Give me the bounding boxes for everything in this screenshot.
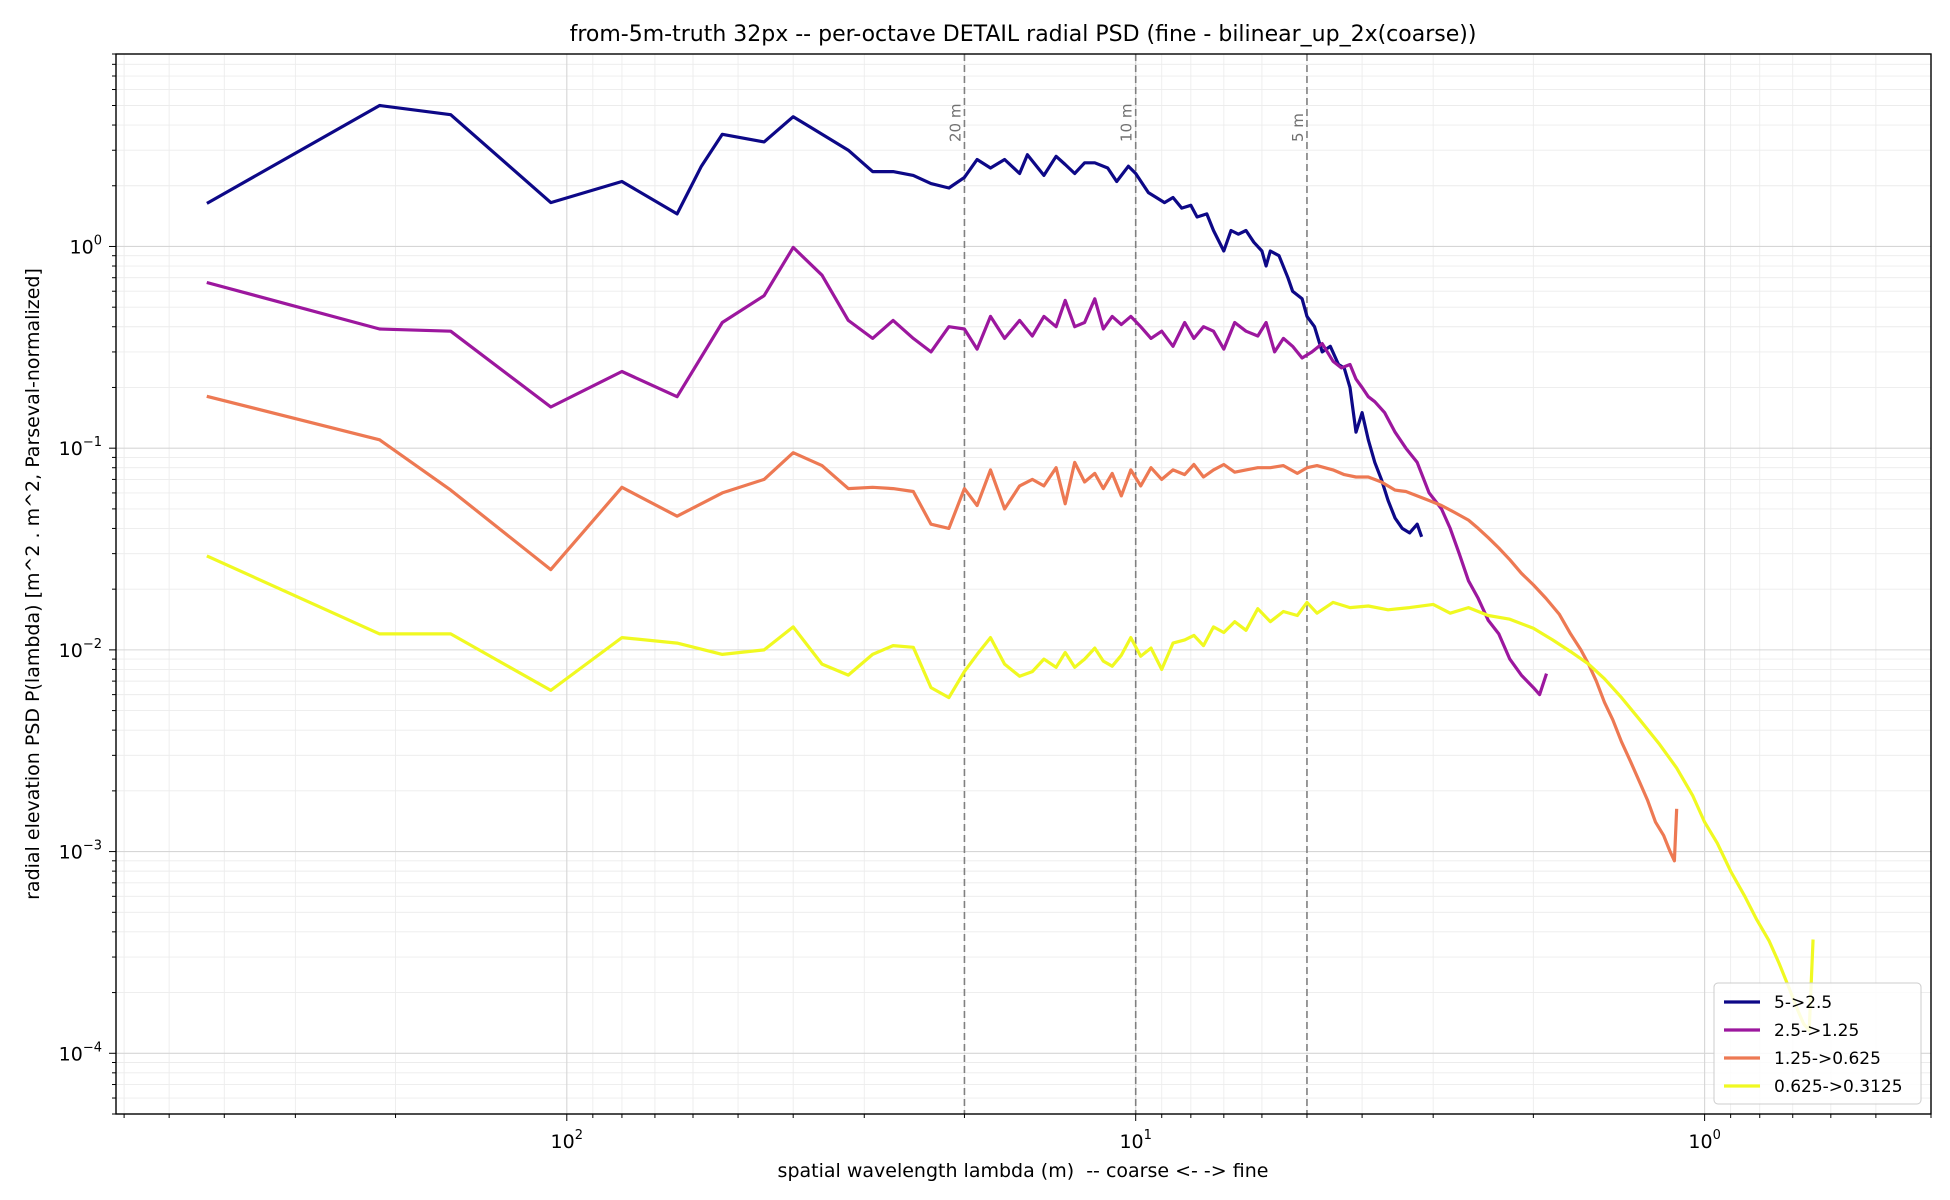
x-tick-base: 10 <box>1119 1131 1143 1153</box>
x-tick-exponent: 0 <box>1713 1128 1721 1143</box>
series-line <box>206 245 1549 697</box>
y-tick-exponent: −4 <box>83 1040 102 1055</box>
reference-line-label: 10 m <box>1118 104 1136 142</box>
legend-label: 1.25->0.625 <box>1774 1049 1881 1069</box>
x-tick-label: 102 <box>551 1128 583 1153</box>
x-axis: 102 101 100 <box>123 1114 1932 1153</box>
series-lines <box>206 103 1815 1032</box>
y-tick-label: 10−1 <box>59 435 102 460</box>
x-tick-base: 10 <box>1688 1131 1712 1153</box>
series-line <box>206 394 1679 863</box>
chart-title: from-5m-truth 32px -- per-octave DETAIL … <box>570 22 1477 47</box>
series-line <box>206 103 1424 538</box>
y-tick-base: 10 <box>59 842 83 864</box>
plot-frame <box>115 53 1932 1115</box>
y-tick-base: 10 <box>59 640 83 662</box>
x-tick-exponent: 1 <box>1144 1128 1152 1143</box>
legend-label: 2.5->1.25 <box>1774 1021 1859 1041</box>
y-tick-exponent: −3 <box>83 839 102 854</box>
reference-lines: 20 m 10 m 5 m <box>946 54 1308 1114</box>
y-tick-base: 10 <box>59 438 83 460</box>
x-axis-label: spatial wavelength lambda (m) -- coarse … <box>778 1160 1269 1182</box>
minor-gridlines <box>116 53 1932 1115</box>
x-tick-exponent: 2 <box>575 1128 583 1143</box>
major-gridlines <box>116 54 1931 1114</box>
legend-label: 5->2.5 <box>1774 993 1832 1013</box>
series-line <box>206 554 1815 1032</box>
reference-line-label: 20 m <box>946 104 964 142</box>
legend: 5->2.5 2.5->1.25 1.25->0.625 0.625->0.3125 <box>1713 982 1922 1105</box>
y-tick-exponent: −2 <box>83 637 102 652</box>
y-tick-label: 10−4 <box>59 1040 102 1065</box>
y-tick-label: 10−2 <box>59 637 102 662</box>
y-tick-base: 10 <box>70 236 94 258</box>
y-axis-label: radial elevation PSD P(lambda) [m^2 . m^… <box>22 268 44 900</box>
y-tick-exponent: 0 <box>94 233 102 248</box>
legend-label: 0.625->0.3125 <box>1774 1077 1903 1097</box>
y-tick-base: 10 <box>59 1043 83 1065</box>
x-tick-label: 100 <box>1688 1128 1720 1153</box>
x-tick-label: 101 <box>1119 1128 1151 1153</box>
reference-line-label: 5 m <box>1289 113 1307 142</box>
legend-box <box>1713 982 1922 1105</box>
y-tick-label: 10−3 <box>59 839 102 864</box>
y-tick-exponent: −1 <box>83 435 102 450</box>
y-tick-label: 100 <box>70 233 102 258</box>
x-tick-base: 10 <box>551 1131 575 1153</box>
